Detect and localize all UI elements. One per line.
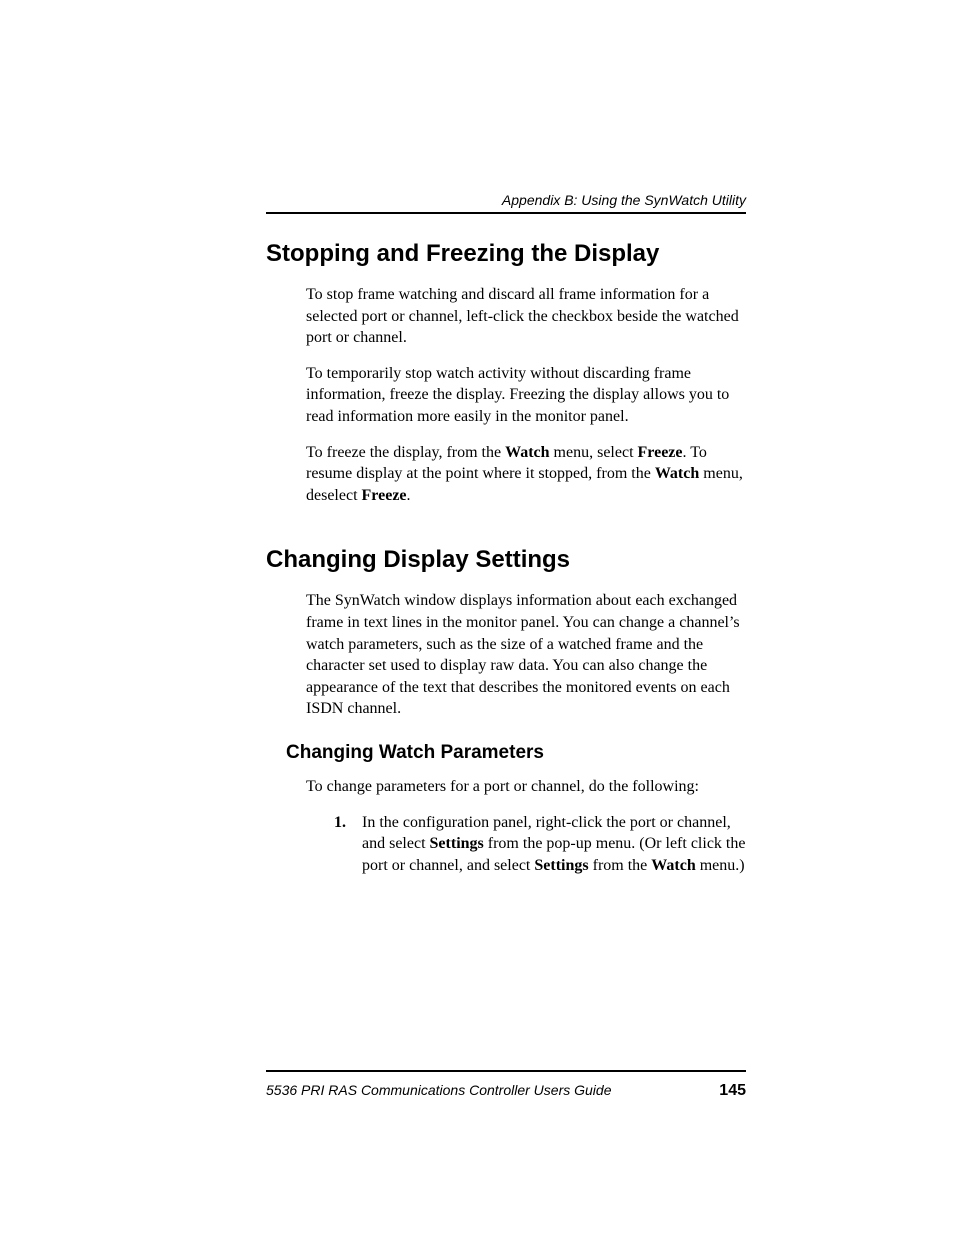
section1-body: To stop frame watching and discard all f… bbox=[306, 284, 746, 506]
heading-stopping-freezing: Stopping and Freezing the Display bbox=[266, 240, 746, 268]
footer-doc-title: 5536 PRI RAS Communications Controller U… bbox=[266, 1082, 611, 1098]
section1-p2: To temporarily stop watch activity witho… bbox=[306, 363, 746, 428]
steps-list: 1. In the configuration panel, right-cli… bbox=[334, 812, 746, 877]
footer-page-number: 145 bbox=[719, 1082, 746, 1100]
section2-p1: The SynWatch window displays information… bbox=[306, 590, 746, 720]
running-head: Appendix B: Using the SynWatch Utility bbox=[502, 192, 746, 208]
heading-changing-display: Changing Display Settings bbox=[266, 546, 746, 574]
footer-rule bbox=[266, 1070, 746, 1072]
heading-changing-watch-params: Changing Watch Parameters bbox=[286, 742, 746, 764]
header-rule bbox=[266, 212, 746, 214]
sub1-p1: To change parameters for a port or chann… bbox=[306, 776, 746, 798]
section2-body: The SynWatch window displays information… bbox=[306, 590, 746, 720]
section1-p3: To freeze the display, from the Watch me… bbox=[306, 442, 746, 507]
section1-p1: To stop frame watching and discard all f… bbox=[306, 284, 746, 349]
step-1-number: 1. bbox=[334, 812, 346, 834]
page: Appendix B: Using the SynWatch Utility S… bbox=[0, 0, 954, 1235]
sub1-body: To change parameters for a port or chann… bbox=[306, 776, 746, 876]
footer: 5536 PRI RAS Communications Controller U… bbox=[266, 1070, 746, 1100]
content-area: Stopping and Freezing the Display To sto… bbox=[266, 240, 746, 876]
step-1: 1. In the configuration panel, right-cli… bbox=[334, 812, 746, 877]
